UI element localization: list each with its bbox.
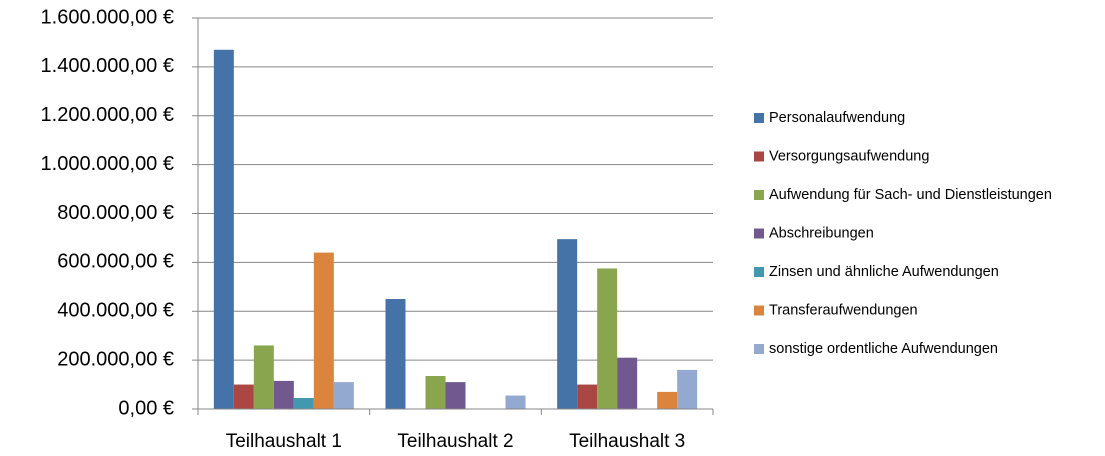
legend-label: sonstige ordentliche Aufwendungen (769, 341, 998, 357)
y-tick-label: 800.000,00 € (57, 202, 174, 224)
bar (273, 380, 294, 409)
y-tick-label: 600.000,00 € (57, 251, 174, 273)
bar (385, 299, 406, 409)
x-tick-label: Teilhaushalt 3 (569, 431, 685, 452)
bar (617, 357, 638, 409)
y-tick-label: 400.000,00 € (57, 300, 174, 322)
legend-label: Abschreibungen (769, 225, 874, 241)
bar (557, 239, 578, 409)
legend-swatch (754, 228, 764, 239)
bar (253, 345, 274, 409)
y-tick-label: 1.000.000,00 € (41, 153, 174, 175)
bar (293, 398, 314, 409)
legend-label: Versorgungsaufwendung (769, 148, 929, 164)
y-tick-label: 1.400.000,00 € (41, 55, 174, 77)
bar (213, 49, 234, 410)
bar (445, 382, 466, 409)
y-tick-label: 1.600.000,00 € (41, 6, 174, 28)
y-tick-label: 0,00 € (118, 397, 174, 419)
x-tick-label: Teilhaushalt 1 (226, 431, 342, 452)
bar (597, 268, 618, 409)
legend-swatch (754, 190, 764, 200)
legend-swatch (754, 113, 764, 123)
legend-swatch (754, 151, 764, 162)
bar (505, 395, 526, 409)
x-tick-label: Teilhaushalt 2 (397, 431, 513, 452)
legend-label: Transferaufwendungen (769, 302, 918, 318)
legend-swatch (754, 344, 764, 354)
legend-label: Zinsen und ähnliche Aufwendungen (769, 264, 999, 280)
legend-label: Personalaufwendung (769, 110, 905, 126)
bar (333, 382, 354, 409)
bar (677, 369, 698, 409)
bar (313, 252, 334, 409)
bar (233, 384, 254, 409)
legend-swatch (754, 305, 764, 316)
y-tick-label: 200.000,00 € (57, 348, 174, 370)
bar (577, 384, 598, 409)
legend-label: Aufwendung für Sach- und Dienstleistunge… (769, 187, 1052, 203)
legend-swatch (754, 267, 764, 277)
bar (425, 376, 446, 409)
y-tick-label: 1.200.000,00 € (41, 104, 174, 126)
bar (657, 391, 678, 409)
